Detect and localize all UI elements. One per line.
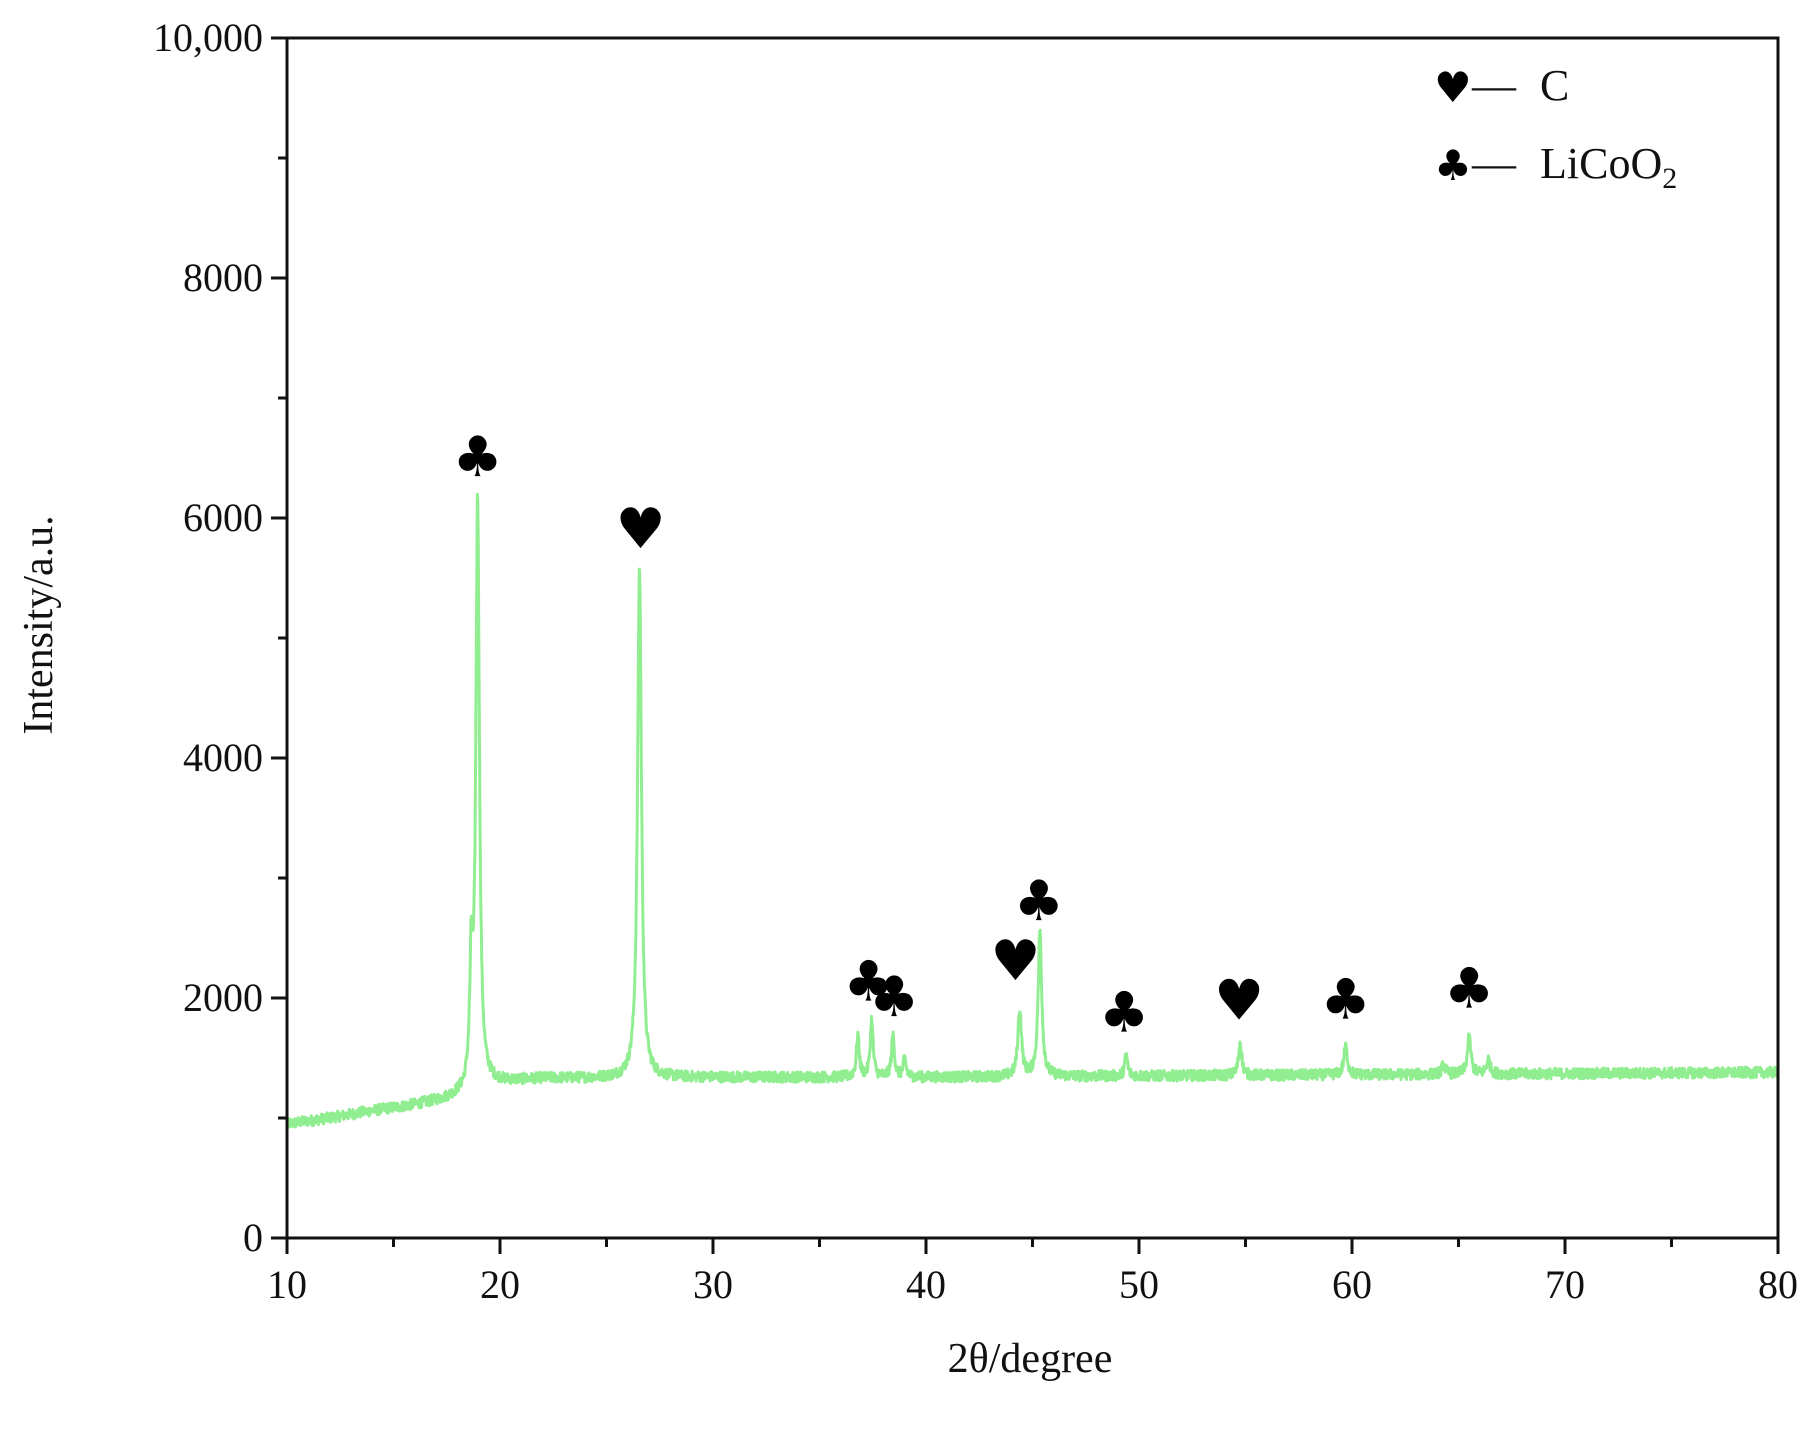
x-tick-label: 20 — [480, 1262, 520, 1307]
club-icon: ♣ — [1321, 967, 1371, 1032]
y-tick-label: 2000 — [183, 975, 263, 1020]
legend-club-icon: ♣ — [1434, 141, 1472, 190]
y-axis-ticks: 0 2000 4000 6000 8000 10,000 — [153, 15, 287, 1260]
club-icon: ♣ — [1444, 957, 1494, 1022]
x-tick-label: 60 — [1332, 1262, 1372, 1307]
y-tick-label: 4000 — [183, 735, 263, 780]
series-layer — [285, 492, 1780, 1129]
heart-icon: ♥ — [1214, 969, 1264, 1034]
y-tick-label: 0 — [243, 1215, 263, 1260]
x-tick-label: 70 — [1545, 1262, 1585, 1307]
club-icon: ♣ — [1099, 981, 1149, 1046]
heart-icon: ♥ — [615, 497, 665, 562]
legend-dash: — — [1471, 139, 1517, 188]
legend: ♥ — C ♣ — LiCoO2 — [1434, 61, 1677, 195]
club-icon: ♣ — [1014, 869, 1064, 934]
legend-dash: — — [1471, 61, 1517, 110]
y-axis-label: Intensity/a.u. — [16, 515, 62, 734]
x-tick-label: 30 — [693, 1262, 733, 1307]
legend-label-carbon: C — [1540, 61, 1569, 110]
x-tick-label: 80 — [1758, 1262, 1798, 1307]
x-tick-label: 10 — [267, 1262, 307, 1307]
peak-annotations: ♣♥♣♣♥♣♣ ♥ ♣ ♣ — [453, 425, 1495, 1046]
y-tick-label: 10,000 — [153, 15, 263, 60]
y-tick-label: 6000 — [183, 495, 263, 540]
legend-entry-carbon: ♥ — C — [1434, 61, 1569, 112]
heart-icon: ♥ — [990, 929, 1040, 994]
y-tick-label: 8000 — [183, 255, 263, 300]
legend-heart-icon: ♥ — [1434, 63, 1472, 112]
legend-label-licoo2: LiCoO2 — [1540, 139, 1677, 195]
xrd-series-line — [285, 492, 1780, 1129]
legend-label-licoo2-subscript: 2 — [1662, 162, 1677, 195]
x-axis-label: 2θ/degree — [948, 1336, 1113, 1382]
club-icon: ♣ — [869, 965, 919, 1030]
club-icon: ♣ — [843, 949, 893, 1014]
x-tick-label: 50 — [1119, 1262, 1159, 1307]
legend-label-licoo2-main: LiCoO — [1540, 139, 1662, 188]
legend-entry-licoo2: ♣ — LiCoO2 — [1434, 139, 1677, 195]
x-axis-ticks: 10 20 30 40 50 60 70 80 — [267, 1238, 1798, 1307]
club-icon: ♣ — [453, 425, 503, 490]
x-tick-label: 40 — [906, 1262, 946, 1307]
